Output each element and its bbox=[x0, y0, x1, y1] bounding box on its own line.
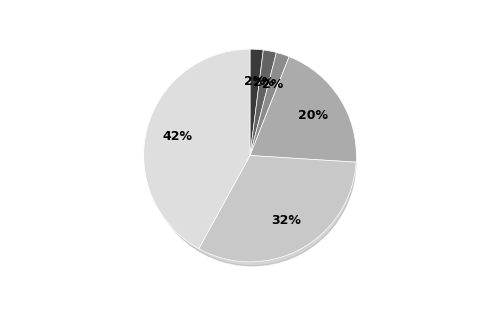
Text: 2%: 2% bbox=[244, 75, 266, 88]
Wedge shape bbox=[199, 156, 356, 262]
Text: 42%: 42% bbox=[163, 131, 193, 143]
Text: 2%: 2% bbox=[254, 76, 274, 89]
Wedge shape bbox=[250, 53, 289, 156]
Wedge shape bbox=[250, 57, 356, 162]
Text: 2%: 2% bbox=[262, 78, 283, 91]
Text: 32%: 32% bbox=[271, 214, 301, 227]
Wedge shape bbox=[250, 49, 264, 156]
Wedge shape bbox=[250, 50, 276, 156]
Ellipse shape bbox=[148, 59, 356, 266]
Wedge shape bbox=[144, 49, 250, 249]
Text: 20%: 20% bbox=[298, 109, 328, 122]
